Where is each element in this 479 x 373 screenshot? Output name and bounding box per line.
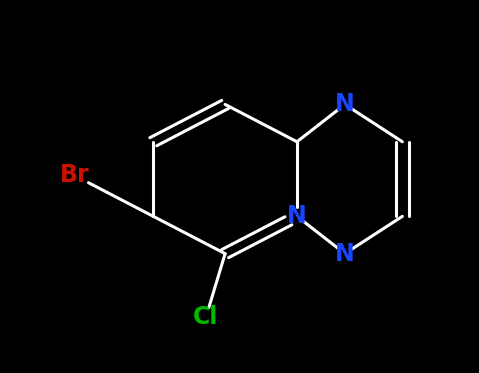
Text: Cl: Cl [194,305,218,329]
Text: N: N [335,93,355,116]
Text: Br: Br [59,163,89,187]
Text: N: N [335,242,355,266]
Text: N: N [287,204,307,228]
